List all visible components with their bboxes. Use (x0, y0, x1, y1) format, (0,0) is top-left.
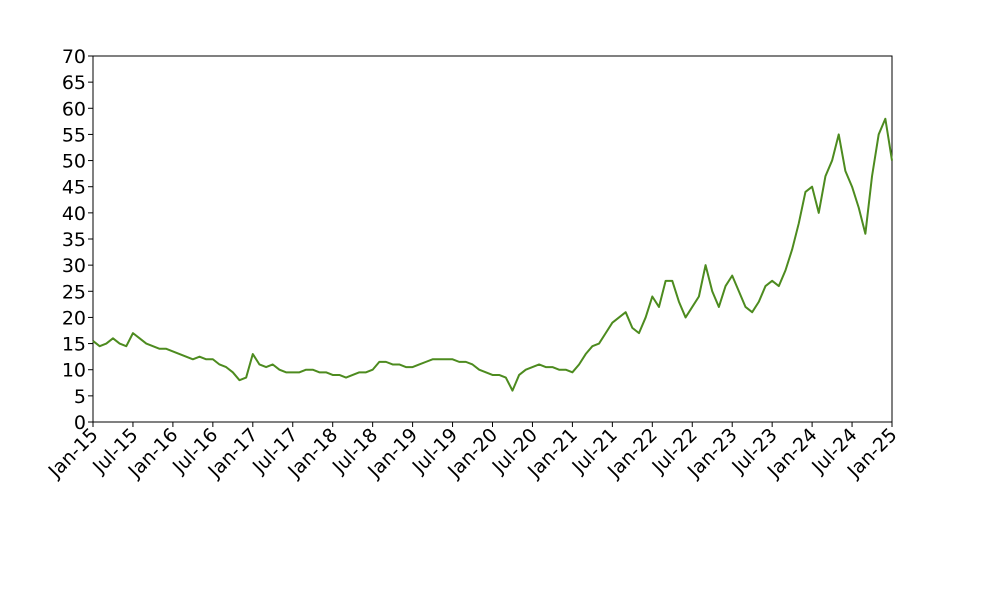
y-tick-label: 15 (62, 334, 86, 356)
y-tick-label: 55 (62, 124, 86, 146)
y-tick-label: 70 (62, 46, 86, 68)
y-tick-label: 50 (62, 151, 86, 173)
y-tick-label: 20 (62, 307, 86, 329)
y-tick-label: 40 (62, 203, 86, 225)
plot-frame (92, 55, 893, 423)
y-tick-label: 10 (62, 360, 86, 382)
y-tick-label: 30 (62, 255, 86, 277)
data-line (92, 117, 893, 392)
y-tick-label: 45 (62, 177, 86, 199)
y-tick-label: 25 (62, 281, 86, 303)
y-tick-label: 0 (74, 412, 86, 434)
y-tick-label: 65 (62, 72, 86, 94)
y-tick-label: 60 (62, 98, 86, 120)
y-tick-label: 5 (74, 386, 86, 408)
y-tick-label: 35 (62, 229, 86, 251)
